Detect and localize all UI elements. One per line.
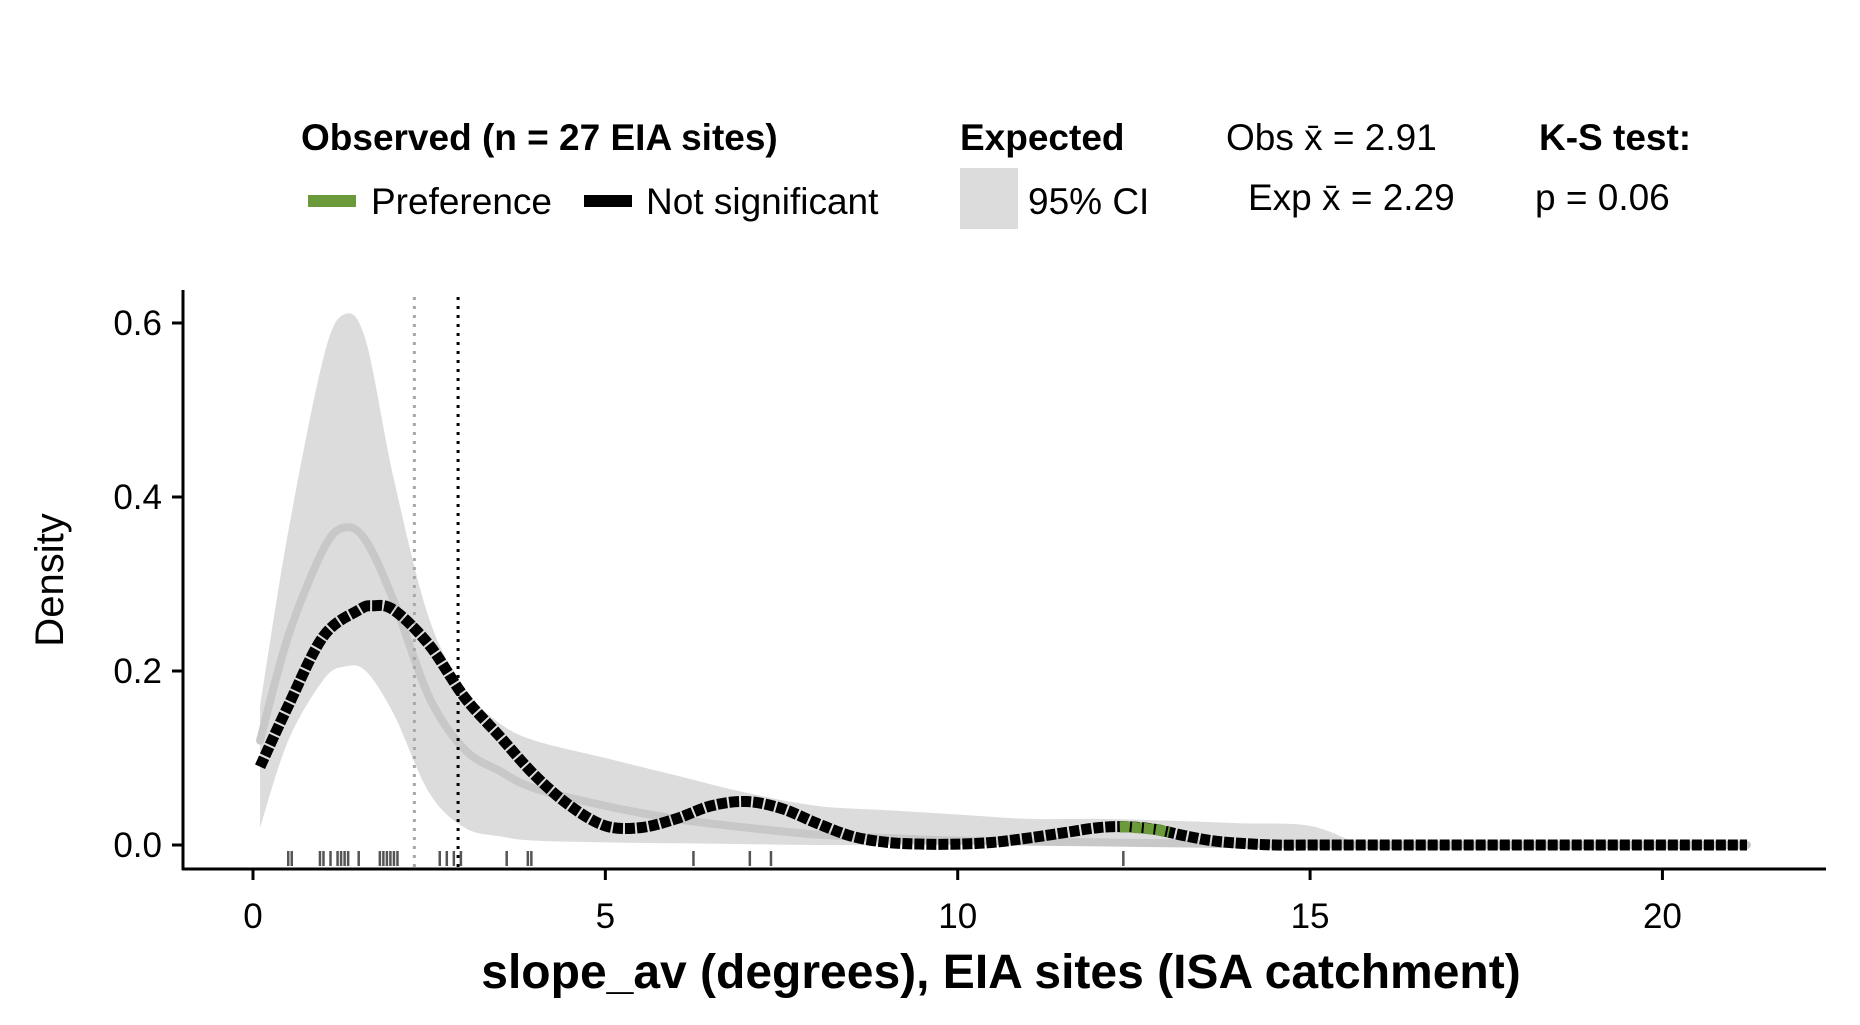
x-tick-label: 5 [596,897,615,936]
ci-band-layer [260,313,1360,846]
legend-exp-mean: Exp x̄ = 2.29 [1248,177,1455,218]
x-tick-label: 0 [243,897,262,936]
legend: Observed (n = 27 EIA sites) Preference N… [301,117,1691,229]
legend-swatch-ci [960,168,1018,229]
legend-swatch-preference [308,195,356,207]
y-axis-title: Density [28,513,72,646]
rug-layer [286,851,1125,866]
y-tick-label: 0.4 [113,478,162,517]
axes: 0.0 0.2 0.4 0.6 0 5 10 15 20 [113,290,1826,936]
y-tick-label: 0.2 [113,652,162,691]
legend-test-title: K-S test: [1539,117,1691,158]
y-tick-label: 0.6 [113,304,162,343]
x-tick-label: 15 [1291,897,1330,936]
x-tick-label: 10 [938,897,977,936]
observed-density-layer [255,599,1747,851]
x-axis-title: slope_av (degrees), EIA sites (ISA catch… [481,946,1520,999]
legend-observed-title: Observed (n = 27 EIA sites) [301,117,778,158]
legend-label-ci: 95% CI [1028,181,1149,222]
legend-label-not-significant: Not significant [646,181,879,222]
y-tick-label: 0.0 [113,826,162,865]
legend-expected-title: Expected [960,117,1125,158]
x-tick-label: 20 [1643,897,1682,936]
legend-test-p: p = 0.06 [1535,177,1670,218]
observed-density-line [255,599,1747,851]
legend-label-preference: Preference [371,181,552,222]
legend-obs-mean: Obs x̄ = 2.91 [1226,117,1437,158]
legend-swatch-not-significant [584,195,632,207]
ci-band [260,313,1360,846]
observed-preference-segment [1119,821,1171,838]
